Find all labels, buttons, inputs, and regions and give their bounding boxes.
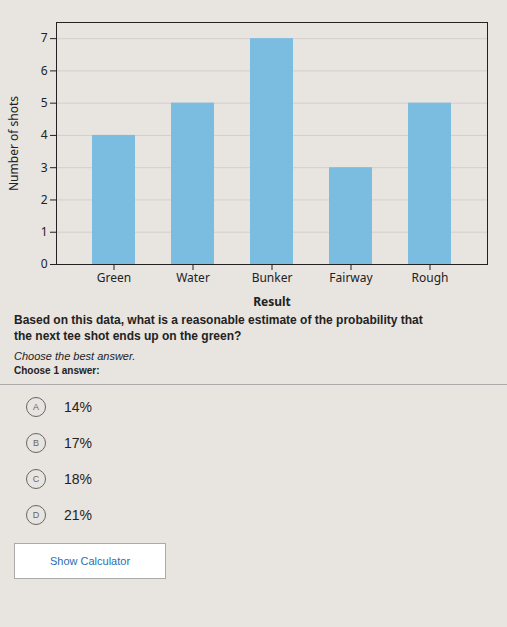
svg-text:3: 3 [41,159,48,176]
svg-text:2: 2 [41,191,48,208]
svg-text:Water: Water [176,269,210,286]
html-text:21%: 21% [64,507,92,523]
html-text:B: B [33,438,39,448]
html-text:18%: 18% [64,471,92,487]
html-text:A: A [33,402,39,412]
html-text:the next tee shot ends up on t: the next tee shot ends up on the green? [14,329,242,343]
svg-text:Fairway: Fairway [329,269,373,286]
svg-text:6: 6 [41,62,48,79]
svg-text:Green: Green [97,269,131,286]
svg-text:1: 1 [41,223,48,240]
html-text:Choose the best answer.: Choose the best answer. [14,350,136,362]
html-text:14%: 14% [64,399,92,415]
svg-text:Result: Result [253,293,291,309]
svg-text:Number of shots: Number of shots [6,96,22,191]
svg-text:5: 5 [41,94,48,111]
svg-text:Rough: Rough [412,269,449,286]
html-text:C: C [32,474,40,484]
html-text:17%: 17% [64,435,92,451]
html-text:Choose 1 answer:: Choose 1 answer: [14,365,100,376]
svg-text:Bunker: Bunker [252,269,293,286]
svg-text:4: 4 [41,126,48,143]
html-text:Show Calculator: Show Calculator [50,555,130,567]
svg-text:7: 7 [41,29,48,46]
svg-text:0: 0 [41,255,48,272]
html-text:D: D [32,510,40,520]
html-text:Based on this data, what is a: Based on this data, what is a reasonable… [14,313,423,327]
